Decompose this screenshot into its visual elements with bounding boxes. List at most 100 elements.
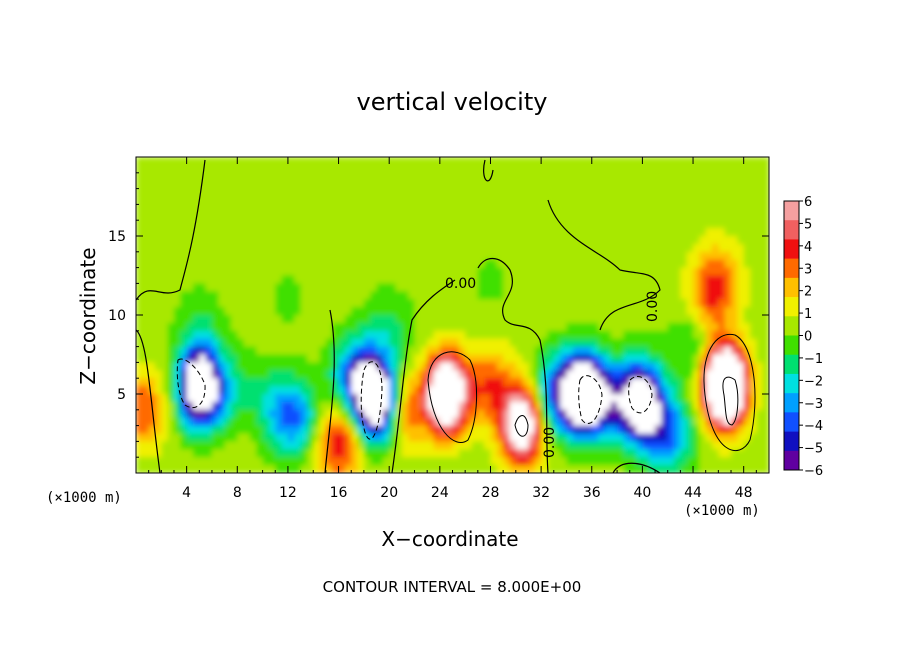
field-cell <box>642 441 650 450</box>
field-cell <box>712 236 719 245</box>
field-cell <box>610 236 618 245</box>
field-cell <box>743 465 751 473</box>
field-cell <box>395 370 403 379</box>
field-cell <box>648 449 656 458</box>
field-cell <box>332 267 340 277</box>
field-cell <box>731 441 738 450</box>
field-cell <box>686 283 694 292</box>
field-cell <box>750 275 757 284</box>
field-cell <box>598 417 606 427</box>
field-cell <box>648 172 656 182</box>
field-cell <box>680 157 688 166</box>
field-cell <box>211 370 219 379</box>
field-cell <box>503 204 511 213</box>
field-cell <box>268 172 276 182</box>
field-cell <box>433 157 441 166</box>
field-cell <box>408 188 416 198</box>
field-cell <box>661 212 669 221</box>
field-cell <box>515 394 523 403</box>
field-cell <box>192 338 200 348</box>
field-cell <box>610 433 618 442</box>
field-cell <box>395 157 403 166</box>
field-cell <box>585 212 593 221</box>
field-cell <box>306 291 314 300</box>
x-tick-label: 40 <box>633 485 651 501</box>
field-cell <box>623 457 631 466</box>
field-cell <box>332 441 340 450</box>
field-cell <box>439 228 447 237</box>
field-cell <box>528 346 536 356</box>
field-cell <box>192 354 200 363</box>
field-cell <box>382 212 390 221</box>
field-cell <box>477 338 485 348</box>
field-cell <box>629 180 637 190</box>
field-cell <box>642 267 650 277</box>
field-cell <box>306 236 314 245</box>
field-cell <box>490 275 498 284</box>
field-cell <box>300 315 308 324</box>
field-cell <box>237 164 245 174</box>
field-cell <box>256 299 264 308</box>
field-cell <box>623 441 631 450</box>
field-cell <box>667 172 675 182</box>
field-cell <box>667 251 675 261</box>
field-cell <box>610 299 618 308</box>
field-cell <box>496 370 504 379</box>
field-cell <box>306 243 314 253</box>
field-cell <box>408 236 416 245</box>
field-cell <box>598 449 606 458</box>
field-cell <box>452 362 460 371</box>
field-cell <box>237 243 245 253</box>
field-cell <box>161 228 169 237</box>
field-cell <box>287 386 295 395</box>
field-cell <box>566 275 574 284</box>
field-cell <box>731 370 738 379</box>
field-cell <box>205 315 213 324</box>
field-cell <box>680 338 688 348</box>
field-cell <box>294 401 302 411</box>
field-cell <box>192 196 200 205</box>
field-cell <box>693 394 700 403</box>
field-cell <box>218 291 226 300</box>
field-cell <box>186 180 194 190</box>
field-cell <box>173 330 181 340</box>
field-cell <box>756 291 764 300</box>
field-cell <box>636 204 643 213</box>
field-cell <box>344 457 352 466</box>
field-cell <box>636 441 643 450</box>
field-cell <box>686 180 694 190</box>
field-cell <box>154 212 162 221</box>
field-cell <box>566 449 574 458</box>
field-cell <box>541 354 549 363</box>
field-cell <box>224 401 232 411</box>
field-cell <box>332 228 340 237</box>
field-cell <box>230 449 238 458</box>
field-cell <box>743 157 751 166</box>
field-cell <box>528 441 536 450</box>
field-cell <box>199 251 207 261</box>
field-cell <box>401 338 409 348</box>
field-cell <box>503 409 511 419</box>
field-cell <box>712 307 719 316</box>
field-cell <box>471 180 479 190</box>
field-cell <box>623 362 631 371</box>
field-cell <box>332 220 340 229</box>
field-cell <box>623 157 631 166</box>
field-cell <box>693 196 700 205</box>
field-cell <box>142 196 150 205</box>
field-cell <box>161 291 169 300</box>
field-cell <box>351 346 359 356</box>
field-cell <box>319 457 327 466</box>
field-cell <box>173 417 181 427</box>
field-cell <box>604 425 612 435</box>
field-cell <box>743 441 751 450</box>
field-cell <box>541 164 549 174</box>
field-cell <box>667 394 675 403</box>
field-cell <box>363 457 371 466</box>
field-cell <box>579 267 587 277</box>
field-cell <box>142 204 150 213</box>
field-cell <box>458 220 466 229</box>
field-cell <box>693 251 700 261</box>
field-cell <box>566 307 574 316</box>
field-cell <box>534 362 542 371</box>
